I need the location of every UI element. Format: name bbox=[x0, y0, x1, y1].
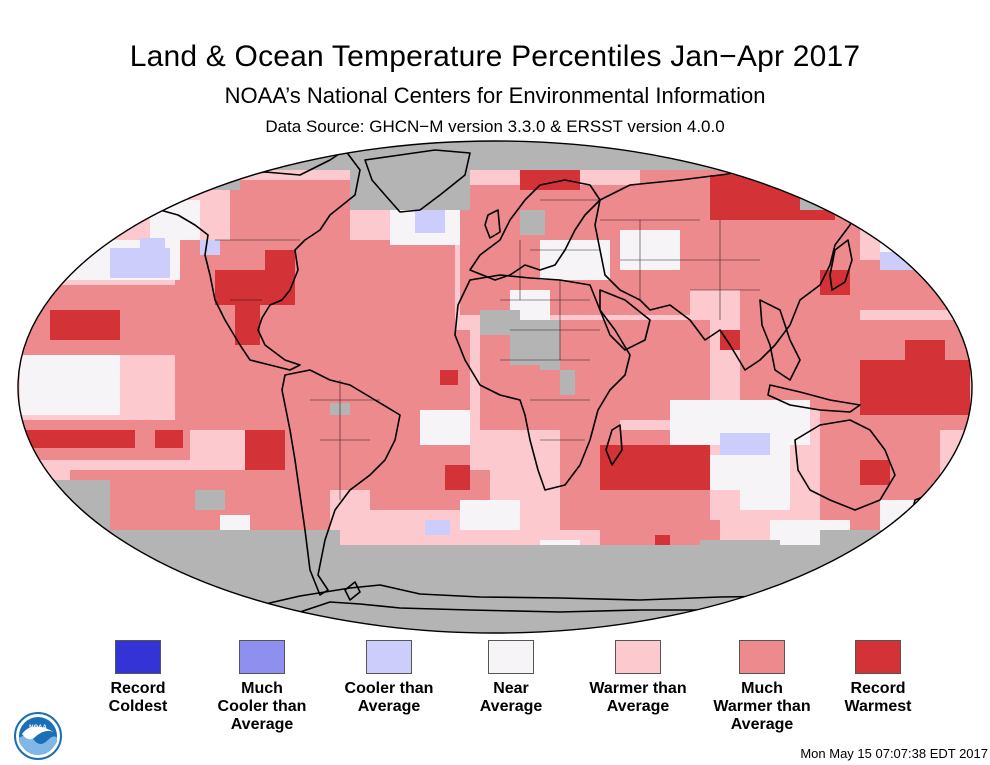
madagascar-outline bbox=[605, 424, 623, 466]
legend-warmer: Warmer than Average bbox=[573, 640, 703, 716]
legend-swatch bbox=[739, 640, 785, 674]
north-america-outline bbox=[149, 149, 361, 371]
map-border bbox=[17, 140, 973, 634]
europe-outline bbox=[469, 179, 601, 281]
legend-swatch bbox=[239, 640, 285, 674]
noaa-logo-text: NOAA bbox=[29, 725, 47, 731]
legend-label: Much Warmer than Average bbox=[713, 680, 811, 733]
legend-label: Record Warmest bbox=[844, 680, 912, 715]
legend-cooler: Cooler than Average bbox=[324, 640, 454, 716]
country-borders bbox=[215, 199, 760, 500]
indonesia-outline bbox=[767, 384, 861, 413]
japan-outline bbox=[829, 239, 853, 291]
legend-label: Near Average bbox=[479, 680, 543, 715]
legend-swatch bbox=[855, 640, 901, 674]
legend-record-warmest: Record Warmest bbox=[813, 640, 943, 716]
arabia-outline bbox=[599, 289, 651, 351]
legend-label: Cooler than Average bbox=[344, 680, 434, 715]
africa-outline bbox=[454, 274, 631, 491]
legend-label: Much Cooler than Average bbox=[217, 680, 307, 733]
generation-timestamp: Mon May 15 07:07:38 EDT 2017 bbox=[800, 746, 988, 761]
uk-outline bbox=[484, 209, 501, 239]
data-source: Data Source: GHCN−M version 3.3.0 & ERSS… bbox=[265, 117, 725, 136]
map-title: Land & Ocean Temperature Percentiles Jan… bbox=[129, 40, 861, 73]
greenland-outline bbox=[364, 149, 471, 213]
australia-outline bbox=[794, 419, 896, 511]
south-america-outline bbox=[281, 369, 401, 596]
map-subtitle: NOAA’s National Centers for Environmenta… bbox=[224, 83, 766, 108]
map-cells bbox=[18, 141, 972, 633]
legend-near-average: Near Average bbox=[446, 640, 576, 716]
antarctic-peninsula-outline bbox=[344, 581, 361, 601]
legend-label: Warmer than Average bbox=[589, 680, 687, 715]
noaa-logo-icon: NOAA bbox=[14, 712, 62, 760]
se-asia-outline bbox=[759, 299, 801, 381]
legend-much-warmer: Much Warmer than Average bbox=[697, 640, 827, 734]
legend-much-cooler: Much Cooler than Average bbox=[197, 640, 327, 734]
legend-swatch bbox=[488, 640, 534, 674]
legend-label: Record Coldest bbox=[108, 680, 168, 715]
legend-swatch bbox=[615, 640, 661, 674]
legend-swatch bbox=[115, 640, 161, 674]
legend-swatch bbox=[366, 640, 412, 674]
legend-record-coldest: Record Coldest bbox=[73, 640, 203, 716]
